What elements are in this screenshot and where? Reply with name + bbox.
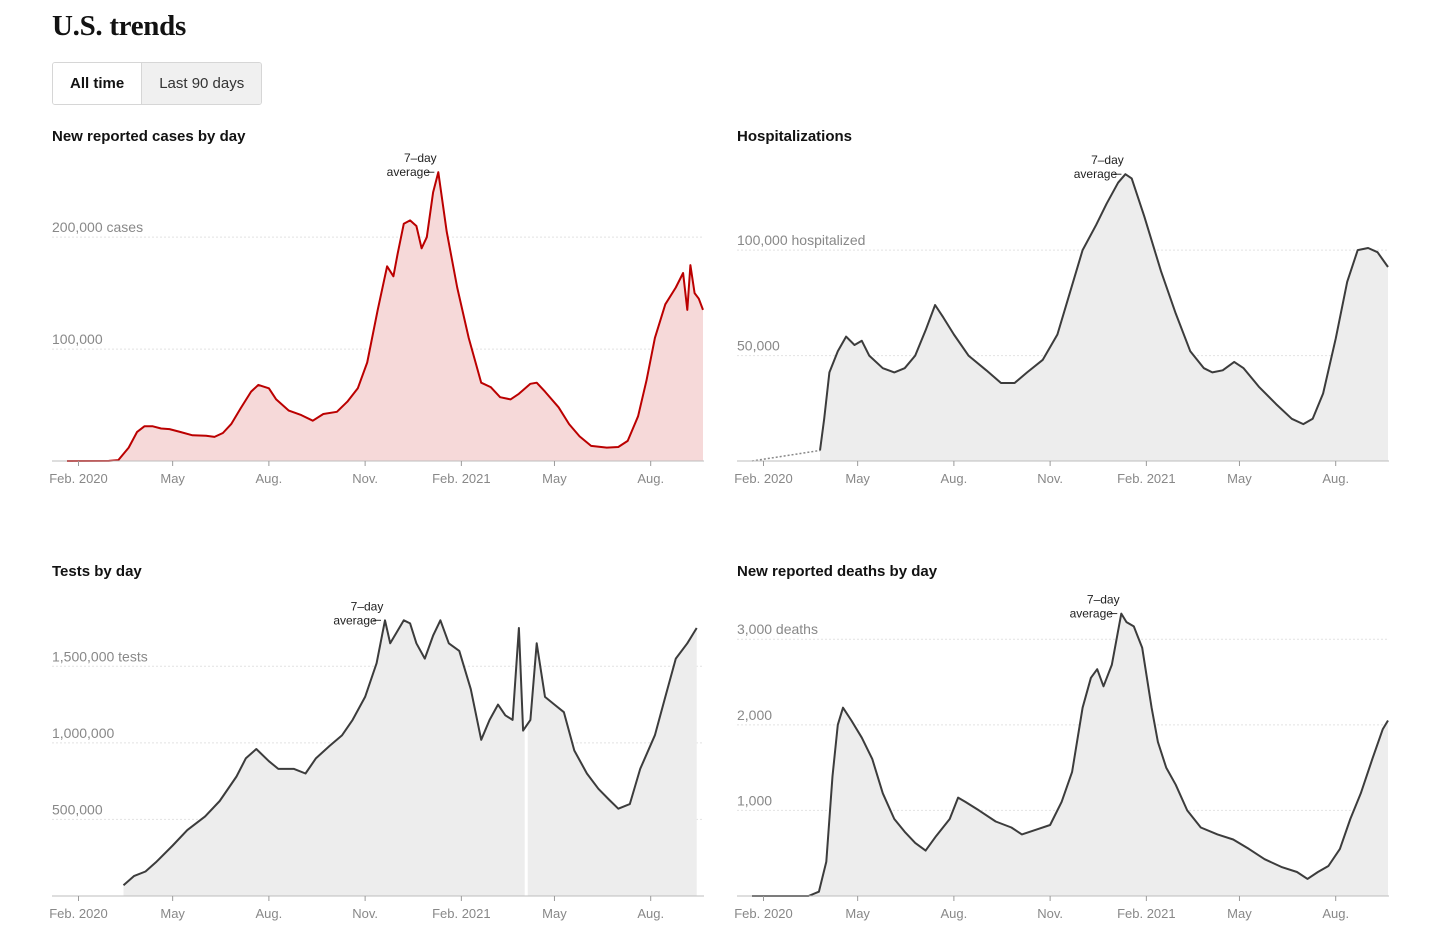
x-tick-label: May (1227, 906, 1252, 921)
page-title: U.S. trends (52, 10, 186, 42)
x-tick-label: Aug. (637, 471, 664, 486)
x-tick-label: Nov. (1037, 906, 1063, 921)
x-tick-label: May (845, 906, 870, 921)
x-tick-label: Aug. (1322, 906, 1349, 921)
x-tick-label: Feb. 2020 (49, 471, 108, 486)
series-line (752, 612, 1389, 897)
annotation-line-1: 7–day (404, 151, 437, 165)
x-tick-label: May (542, 471, 567, 486)
hospitalizations-chart: 50,000 100,000 hospitalized Feb. 2020 May Au… (734, 153, 1389, 486)
last-90-days-button[interactable]: Last 90 days (141, 63, 262, 104)
annotation-line-2: average (387, 165, 431, 179)
all-time-button[interactable]: All time (53, 63, 142, 104)
x-tick-label: May (845, 471, 870, 486)
hospitalizations-chart-title: Hospitalizations (737, 128, 853, 145)
series-area (752, 613, 1388, 896)
x-tick-label: Feb. 2020 (734, 906, 793, 921)
cases-chart-title: New reported cases by day (52, 128, 246, 145)
x-tick-label: Aug. (637, 906, 664, 921)
deaths-chart-title: New reported deaths by day (737, 563, 938, 580)
series-line (122, 619, 698, 887)
cases-chart: 100,000 200,000 cases Feb. 2020 May Aug. Nov.… (49, 151, 704, 486)
series-area (67, 172, 703, 461)
x-tick-label: May (1227, 471, 1252, 486)
y-tick-label: 1,000 (737, 792, 772, 808)
tests-chart-title: Tests by day (52, 563, 142, 580)
annotation-line-2: average (1070, 607, 1114, 621)
series-area (123, 620, 697, 896)
y-tick-label: 1,000,000 (52, 725, 114, 741)
x-tick-label: Aug. (256, 471, 283, 486)
x-tick-label: Feb. 2021 (1117, 471, 1176, 486)
x-tick-label: May (542, 906, 567, 921)
x-tick-label: Aug. (256, 906, 283, 921)
x-tick-label: Feb. 2021 (432, 906, 491, 921)
y-tick-label: 100,000 (52, 331, 103, 347)
annotation-line-1: 7–day (1091, 153, 1124, 167)
annotation-line-2: average (333, 613, 377, 627)
y-tick-label: 500,000 (52, 801, 103, 817)
x-tick-label: Aug. (941, 471, 968, 486)
annotation-line-1: 7–day (351, 599, 384, 613)
time-range-toggle: All time Last 90 days (52, 62, 263, 105)
x-tick-label: Nov. (352, 906, 378, 921)
annotation-line-2: average (1074, 167, 1118, 181)
series-line (66, 171, 704, 462)
y-tick-label: 1,500,000 tests (52, 648, 148, 664)
x-tick-label: Nov. (352, 471, 378, 486)
x-tick-label: Aug. (941, 906, 968, 921)
x-tick-label: Nov. (1037, 471, 1063, 486)
x-tick-label: Feb. 2021 (1117, 906, 1176, 921)
y-tick-label: 2,000 (737, 707, 772, 723)
series-line (819, 173, 1389, 451)
y-tick-label: 200,000 cases (52, 219, 143, 235)
y-tick-label: 3,000 deaths (737, 621, 818, 637)
x-tick-label: Feb. 2021 (432, 471, 491, 486)
x-tick-label: Feb. 2020 (734, 471, 793, 486)
annotation-line-1: 7–day (1087, 593, 1120, 607)
x-tick-label: May (160, 906, 185, 921)
x-tick-label: Feb. 2020 (49, 906, 108, 921)
x-tick-label: Aug. (1322, 471, 1349, 486)
series-area (820, 174, 1388, 461)
x-tick-label: May (160, 471, 185, 486)
y-tick-label: 100,000 hospitalized (737, 232, 865, 248)
y-tick-label: 50,000 (737, 338, 780, 354)
missing-data-segment (751, 449, 821, 462)
tests-chart: 500,000 1,000,000 1,500,000 tests Feb. 2020… (49, 599, 704, 921)
